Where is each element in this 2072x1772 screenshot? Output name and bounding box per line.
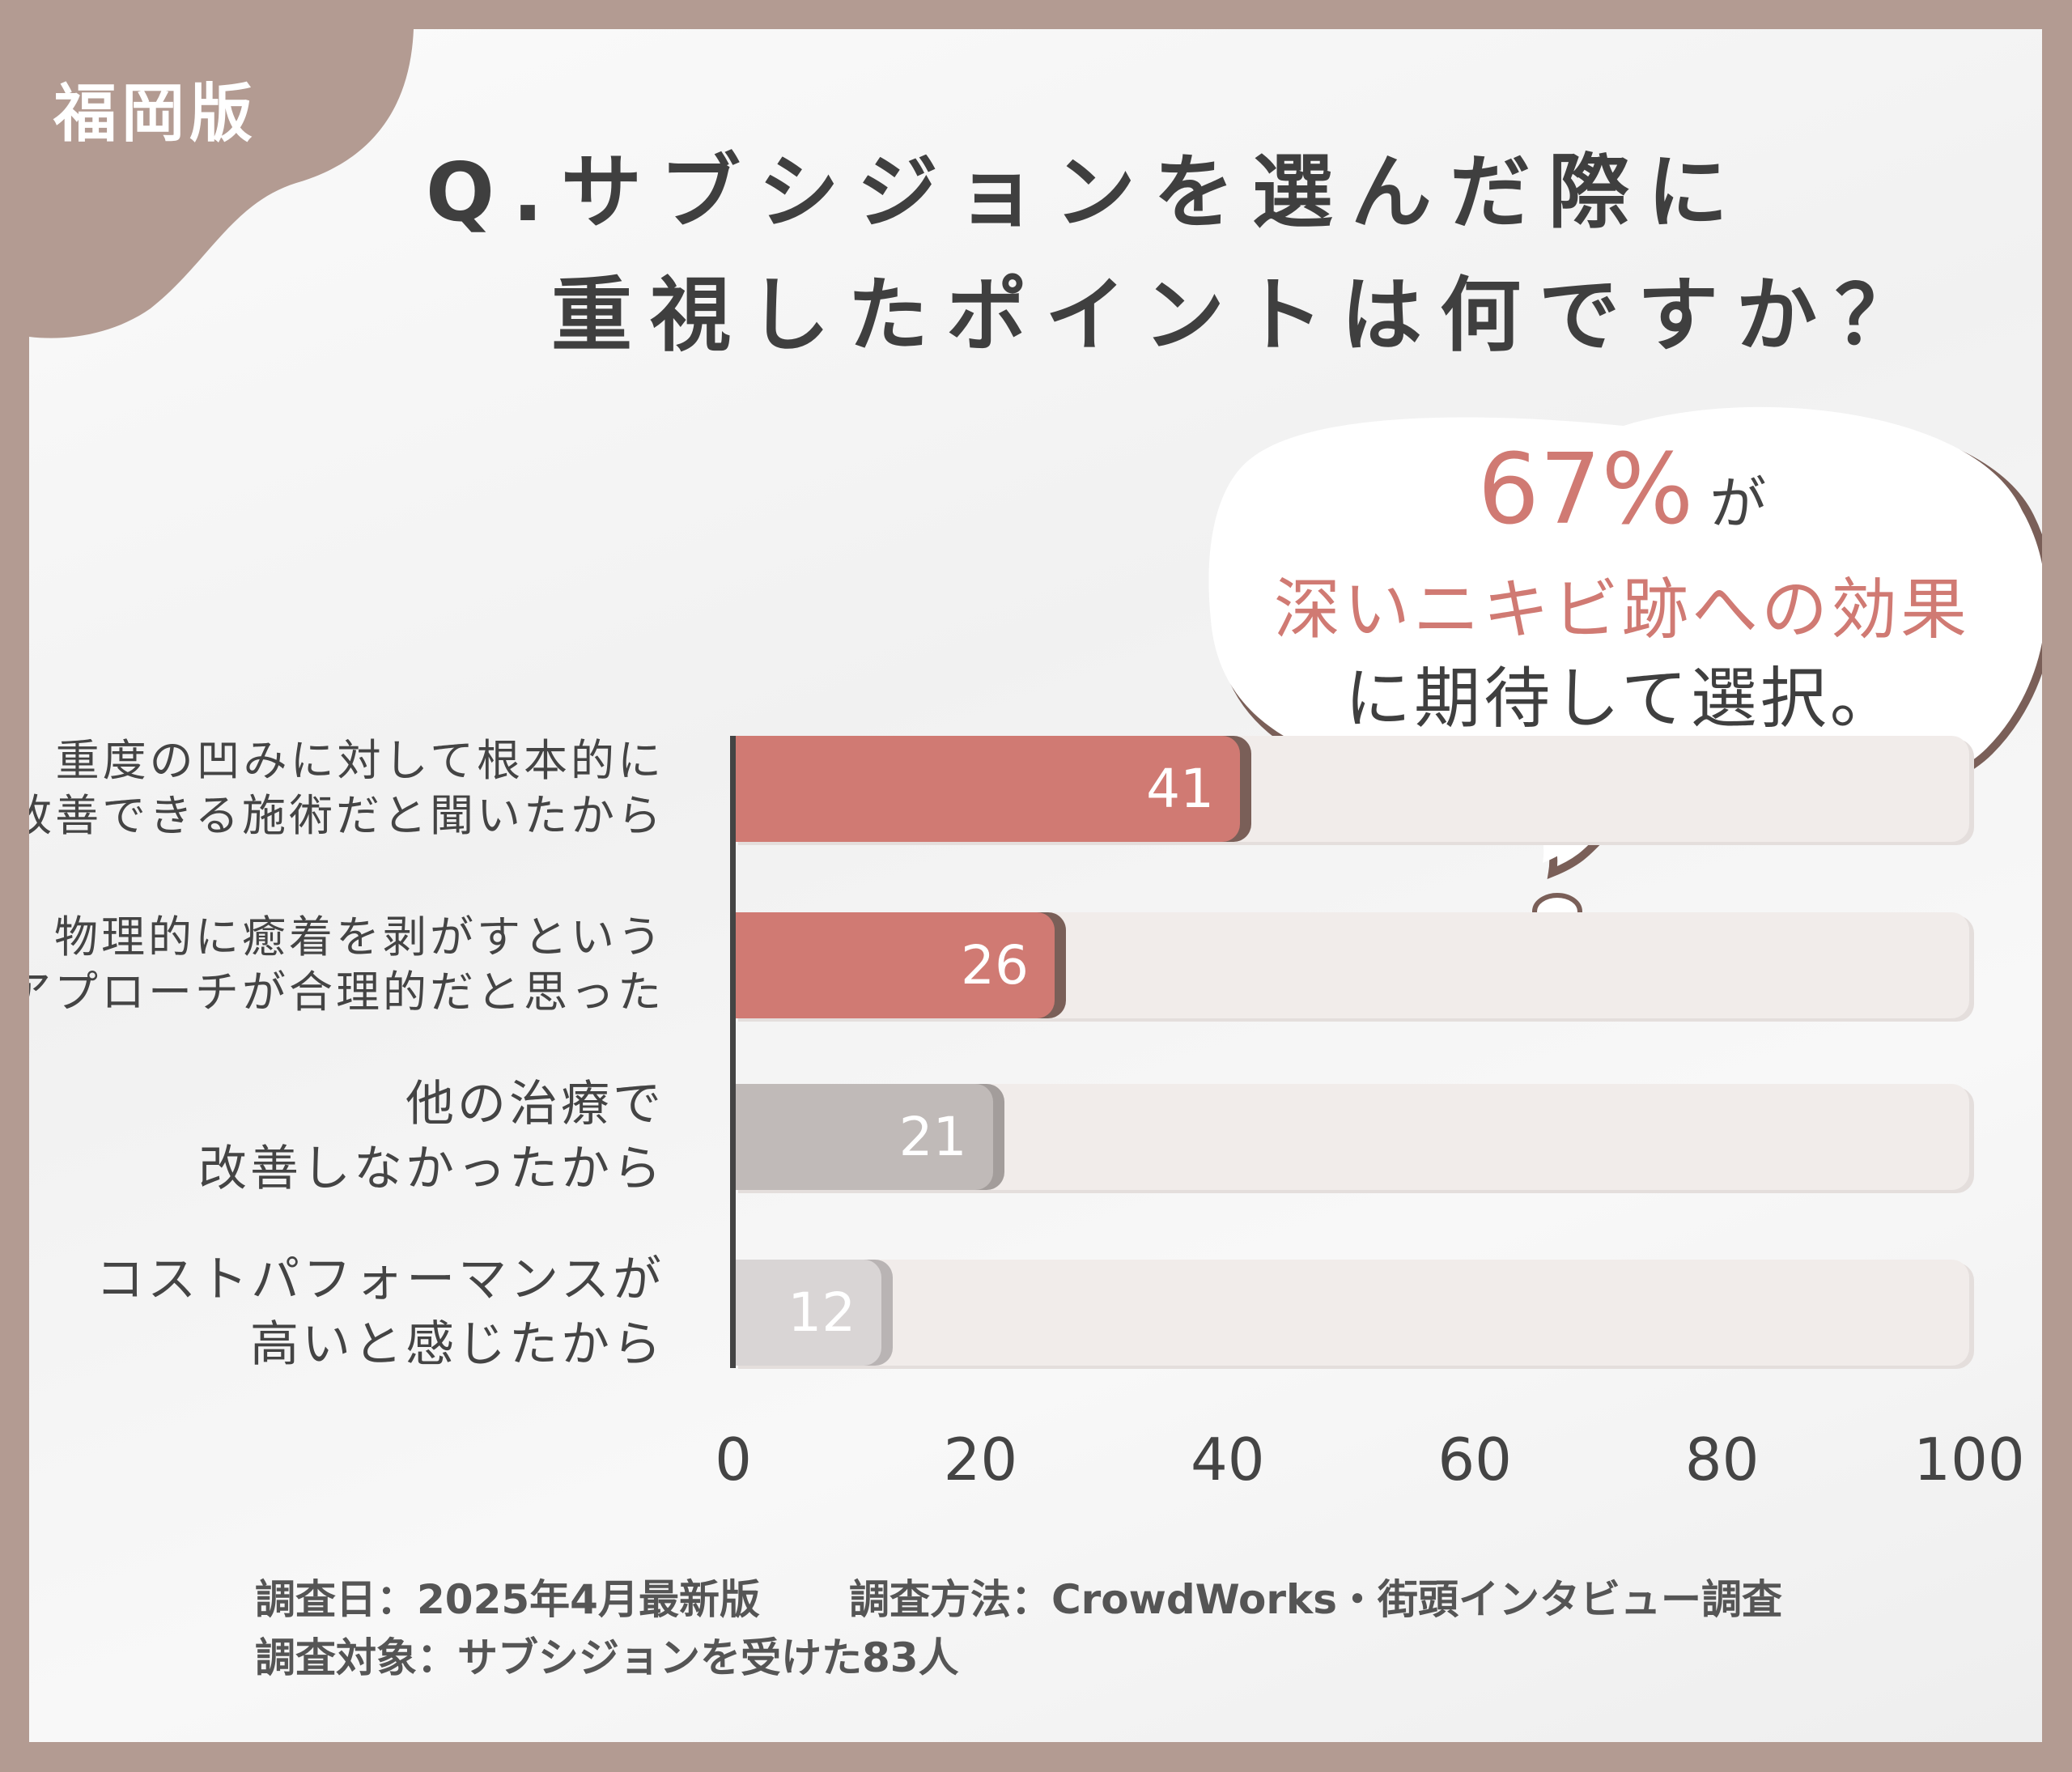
bar	[733, 1260, 882, 1366]
bar-value-label: 21	[898, 1106, 967, 1168]
survey-method: 調査方法：CrowdWorks・街頭インタビュー調査	[848, 1576, 1783, 1623]
title-line-1: Q.サブシジョンを選んだ際に	[426, 145, 1746, 240]
category-label-line: 改善しなかったから	[198, 1141, 664, 1197]
callout-highlight: 深いニキビ跡への効果	[1273, 572, 1970, 648]
percent-value: 67%	[1477, 434, 1694, 546]
bar-value-label: 26	[961, 934, 1030, 996]
percent-particle: が	[1709, 470, 1767, 537]
survey-target: 調査対象：サブシジョンを受けた83人	[255, 1634, 959, 1681]
x-tick-label: 100	[1913, 1426, 2025, 1494]
x-tick-label: 60	[1437, 1426, 1512, 1494]
bar-value-label: 41	[1146, 758, 1215, 820]
edition-badge: 福岡版	[53, 78, 258, 151]
x-tick-label: 0	[715, 1426, 752, 1494]
survey-date: 調査日：2025年4月最新版	[255, 1576, 760, 1623]
y-axis-line	[730, 736, 736, 1368]
bar	[733, 912, 1055, 1018]
callout-rest: に期待して選択。	[1344, 661, 1900, 737]
category-label: 他の治療で改善しなかったから	[198, 1072, 664, 1201]
category-label-line: コストパフォーマンスが	[96, 1251, 664, 1308]
category-label: 物理的に癒着を剥がすという アプローチが合理的だと思った	[29, 910, 664, 1020]
bar-track	[733, 1260, 1969, 1366]
category-label: 重度の凹みに対して根本的に 改善できる施術だと聞いたから	[29, 733, 664, 844]
category-label-line: 重度の凹みに対して根本的に	[55, 735, 664, 786]
callout-percent: 67% が	[1209, 434, 2035, 546]
category-label-line: 他の治療で	[405, 1076, 664, 1132]
category-label-line: 高いと感じたから	[250, 1316, 664, 1373]
infographic-card: 福岡版 Q.サブシジョンを選んだ際に 重視したポイントは何ですか？ 67% が 深…	[29, 29, 2042, 1742]
category-label: コストパフォーマンスが高いと感じたから	[96, 1247, 664, 1377]
x-tick-label: 80	[1684, 1426, 1760, 1494]
bar-value-label: 12	[788, 1281, 856, 1344]
category-label-line: 物理的に癒着を剥がすという	[54, 911, 664, 962]
bar	[733, 736, 1241, 842]
footer-line-1: 調査日：2025年4月最新版 調査方法：CrowdWorks・街頭インタビュー調査	[255, 1567, 1782, 1625]
x-tick-label: 40	[1190, 1426, 1265, 1494]
category-label-line: アプローチが合理的だと思った	[29, 967, 664, 1018]
corner-decoration	[29, 29, 414, 338]
title-line-2: 重視したポイントは何ですか？	[551, 268, 1934, 363]
bar	[733, 1084, 993, 1190]
category-label-line: 改善できる施術だと聞いたから	[29, 790, 664, 841]
x-tick-label: 20	[943, 1426, 1018, 1494]
